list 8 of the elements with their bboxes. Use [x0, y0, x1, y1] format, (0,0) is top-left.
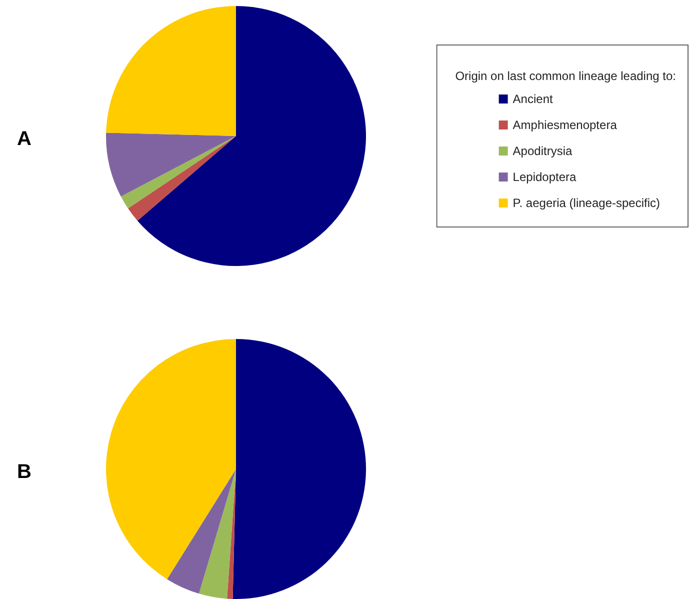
legend-title: Origin on last common lineage leading to: — [455, 69, 676, 83]
legend-label: Amphiesmenoptera — [512, 118, 618, 132]
legend-label: P. aegeria (lineage-specific) — [512, 196, 660, 210]
legend-label: Lepidoptera — [512, 170, 577, 184]
legend-label: Apoditrysia — [512, 144, 572, 158]
text: A — [17, 128, 32, 150]
legend-label: Ancient — [512, 92, 554, 106]
text: B — [17, 461, 32, 483]
